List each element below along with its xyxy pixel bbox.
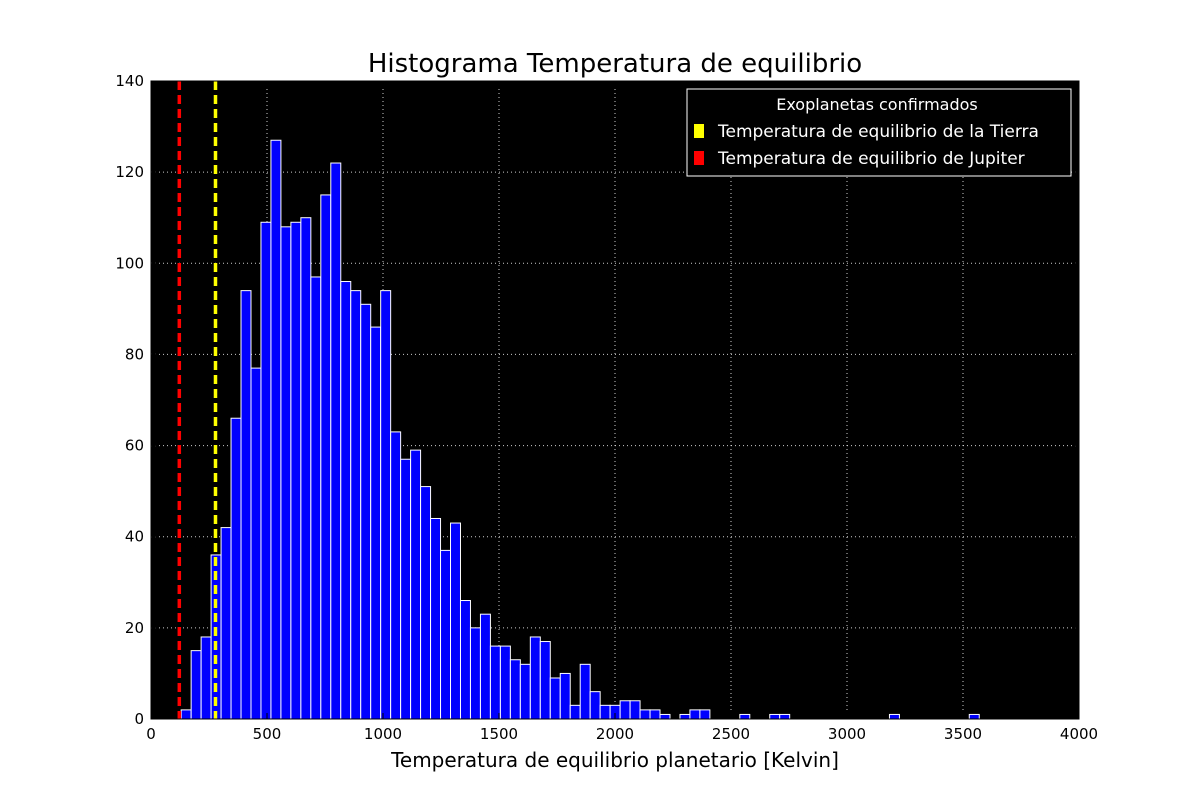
histogram-bar (250, 367, 262, 720)
histogram-bar (559, 672, 571, 720)
histogram-bar (968, 713, 980, 720)
y-tick-label: 40 (125, 528, 144, 546)
histogram-bar (260, 221, 272, 720)
histogram-bar (509, 659, 521, 720)
histogram-bar (888, 713, 900, 720)
x-tick-label: 1000 (364, 725, 402, 743)
histogram-bar (459, 600, 471, 720)
histogram-bar (390, 431, 402, 720)
histogram-bar (310, 276, 322, 720)
histogram-bar (330, 162, 342, 720)
histogram-bar (469, 627, 481, 720)
histogram-bar (639, 709, 651, 720)
histogram-bars (180, 139, 980, 720)
histogram-bar (529, 636, 541, 720)
x-tick-label: 0 (146, 725, 156, 743)
histogram-bar (400, 458, 412, 720)
histogram-bar (430, 517, 442, 720)
histogram-bar (410, 449, 422, 720)
histogram-bar (619, 700, 631, 720)
histogram-bar (450, 522, 461, 720)
histogram-bar (779, 713, 791, 720)
axis-ticks: 0 500 1000 1500 2000 2500 3000 3500 4000 0 20 40 60 8… (115, 72, 1098, 743)
histogram-bar (659, 713, 671, 720)
histogram-bar (739, 713, 751, 720)
histogram-bar (340, 281, 352, 720)
histogram-bar (699, 709, 711, 720)
histogram-bar (320, 194, 332, 720)
legend-label-jupiter: Temperatura de equilibrio de Jupiter (717, 149, 1025, 169)
histogram-bar (270, 139, 282, 720)
histogram-bar (649, 709, 661, 720)
legend-swatch-earth (694, 124, 704, 138)
histogram-bar (290, 221, 302, 720)
legend: Exoplanetas confirmados Temperatura de e… (686, 88, 1072, 177)
legend-title: Exoplanetas confirmados (776, 95, 978, 114)
reference-lines (177, 81, 218, 719)
histogram-bar (440, 549, 452, 720)
histogram-bar (499, 645, 511, 720)
histogram-bar (579, 663, 591, 720)
histogram-bar (769, 713, 781, 720)
histogram-bar (569, 704, 581, 720)
legend-swatch-jupiter (694, 151, 704, 165)
histogram-bar (220, 527, 232, 720)
histogram-bar (549, 677, 561, 720)
histogram-bar (599, 704, 611, 720)
histogram-bar (230, 417, 242, 720)
y-tick-label: 20 (125, 619, 144, 637)
x-tick-label: 1500 (480, 725, 518, 743)
histogram-bar (190, 650, 202, 720)
histogram-bar (679, 713, 691, 720)
histogram-bar (539, 641, 551, 720)
y-tick-label: 80 (125, 345, 144, 363)
histogram-bar (380, 290, 392, 720)
y-tick-label: 140 (115, 72, 144, 90)
legend-label-earth: Temperatura de equilibrio de la Tierra (717, 122, 1039, 142)
x-tick-label: 4000 (1060, 725, 1098, 743)
histogram-bar (360, 303, 372, 720)
grid-lines (151, 81, 1079, 719)
chart-title: Histograma Temperatura de equilibrio (368, 49, 862, 79)
x-tick-label: 3000 (828, 725, 866, 743)
histogram-bar (589, 691, 601, 720)
x-axis-label: Temperatura de equilibrio planetario [Ke… (390, 748, 839, 772)
histogram-bar (350, 290, 362, 720)
histogram-bar (180, 709, 192, 720)
histogram-bar (300, 217, 312, 720)
x-tick-label: 2500 (712, 725, 750, 743)
y-tick-label: 60 (125, 437, 144, 455)
x-tick-label: 2000 (596, 725, 634, 743)
histogram-bar (240, 290, 252, 720)
histogram-bar (200, 636, 212, 720)
histogram-bar (689, 709, 701, 720)
histogram-bar (519, 663, 531, 720)
histogram-bar (489, 645, 501, 720)
y-tick-label: 120 (115, 163, 144, 181)
histogram-bar (420, 486, 432, 720)
legend-box (686, 88, 1072, 177)
histogram-bar (370, 326, 382, 720)
x-tick-label: 500 (253, 725, 282, 743)
histogram-bar (280, 226, 292, 720)
y-tick-label: 100 (115, 254, 144, 272)
histogram-bar (629, 700, 641, 720)
histogram-bar (479, 613, 491, 720)
x-tick-label: 3500 (944, 725, 982, 743)
y-tick-label: 0 (134, 710, 144, 728)
